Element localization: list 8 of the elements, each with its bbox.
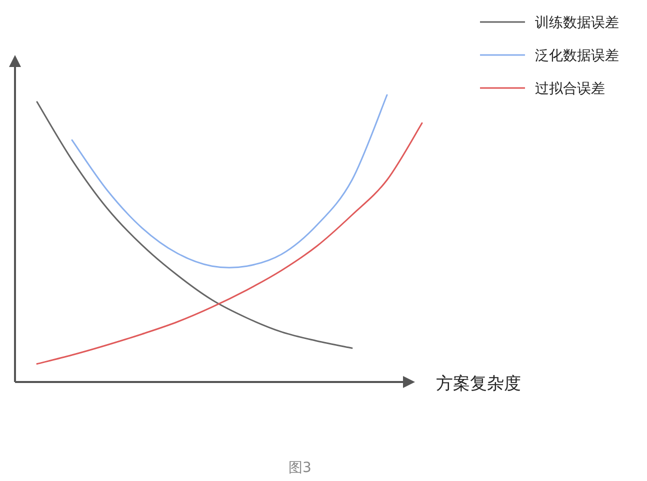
legend-label: 泛化数据误差 <box>535 48 619 64</box>
legend-item: 泛化数据误差 <box>480 48 619 64</box>
legend-item: 过拟合误差 <box>480 81 605 97</box>
legend-label: 训练数据误差 <box>535 15 619 31</box>
legend-label: 过拟合误差 <box>535 81 605 97</box>
caption: 图3 <box>288 460 312 476</box>
x-axis-title: 方案复杂度 <box>436 374 521 394</box>
legend-item: 训练数据误差 <box>480 15 619 31</box>
